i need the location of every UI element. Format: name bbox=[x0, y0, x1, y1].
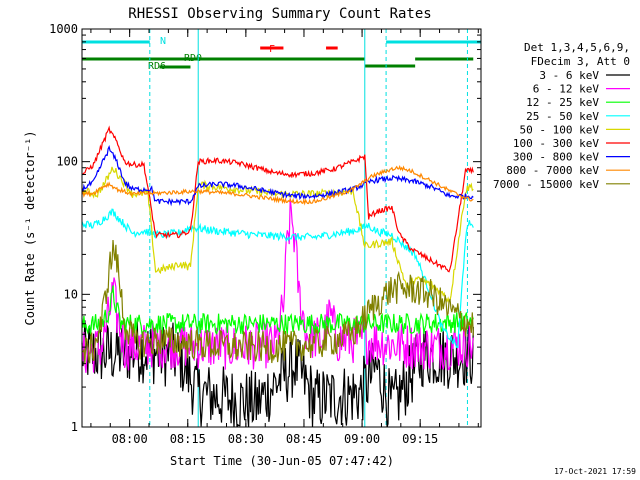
y-tick-label-2: 100 bbox=[56, 155, 78, 169]
legend-label-7: 800 - 7000 keV bbox=[506, 164, 599, 177]
y-axis-label: Count Rate (s⁻¹ detector⁻¹) bbox=[23, 130, 37, 325]
y-tick-label-3: 1000 bbox=[49, 22, 78, 36]
y-tick-label-0: 1 bbox=[71, 420, 78, 434]
legend-label-3: 25 - 50 keV bbox=[526, 110, 599, 123]
legend-label-4: 50 - 100 keV bbox=[520, 123, 600, 136]
legend-label-5: 100 - 300 keV bbox=[513, 137, 599, 150]
legend-header-attenuator: FDecim 3, Att 0 bbox=[531, 55, 630, 68]
x-tick-label-4: 09:00 bbox=[344, 432, 380, 446]
series-layer bbox=[81, 125, 474, 428]
series-line-7 bbox=[81, 164, 474, 206]
x-tick-label-2: 08:30 bbox=[228, 432, 264, 446]
chart-title: RHESSI Observing Summary Count Rates bbox=[128, 6, 431, 22]
x-tick-label-0: 08:00 bbox=[112, 432, 148, 446]
legend-label-2: 12 - 25 keV bbox=[526, 96, 599, 109]
legend-header-detectors: Det 1,3,4,5,6,9, bbox=[524, 41, 630, 54]
y-tick-label-1: 10 bbox=[64, 287, 78, 301]
flag-label-n: N bbox=[160, 36, 166, 47]
x-tick-label-1: 08:15 bbox=[170, 432, 206, 446]
legend-label-8: 7000 - 15000 keV bbox=[493, 178, 599, 191]
plot-frame bbox=[81, 28, 482, 428]
legend: Det 1,3,4,5,6,9, FDecim 3, Att 0 3 - 6 k… bbox=[493, 41, 630, 191]
flag-label-rd6: RD6 bbox=[148, 61, 166, 72]
series-line-2 bbox=[81, 285, 474, 336]
legend-label-0: 3 - 6 keV bbox=[539, 69, 599, 82]
flag-label-f: F bbox=[269, 44, 275, 55]
flag-label-rd0: RD0 bbox=[184, 53, 202, 64]
series-line-8 bbox=[81, 239, 474, 364]
series-line-5 bbox=[81, 125, 474, 273]
series-line-6 bbox=[81, 145, 474, 207]
axes: 1 10 100 1000 08:00 08:15 08:30 08:45 09:00 09:15 bbox=[49, 22, 481, 446]
footer-date: 17-Oct-2021 17:59 bbox=[554, 467, 636, 476]
legend-label-1: 6 - 12 keV bbox=[533, 83, 600, 96]
series-line-3 bbox=[81, 208, 474, 348]
x-tick-label-3: 08:45 bbox=[286, 432, 322, 446]
observing-flags: N RD0 RD6 F bbox=[82, 36, 481, 72]
legend-label-6: 300 - 800 keV bbox=[513, 151, 599, 164]
x-tick-label-5: 09:15 bbox=[402, 432, 438, 446]
x-axis-label: Start Time (30-Jun-05 07:47:42) bbox=[170, 454, 394, 468]
